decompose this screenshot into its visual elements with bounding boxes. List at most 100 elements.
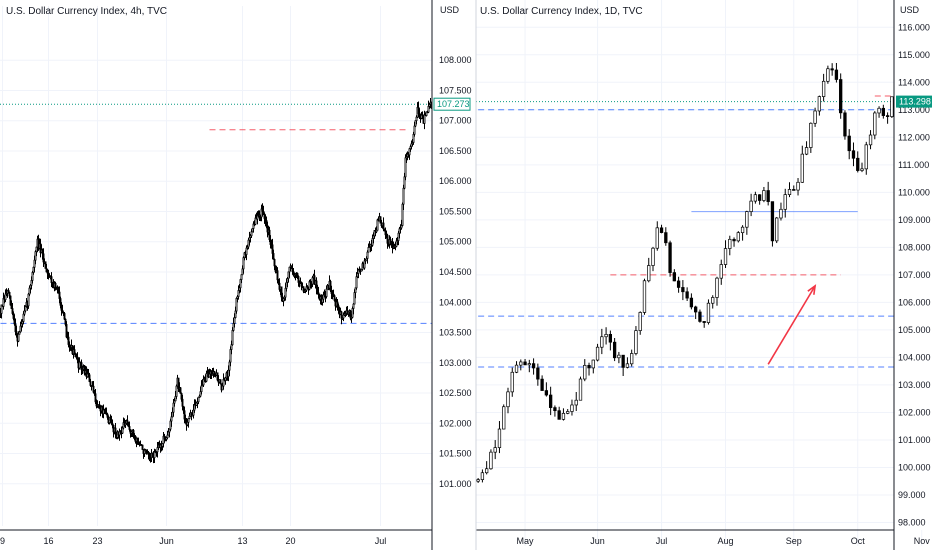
- candle-down: [109, 416, 112, 421]
- candle-down: [531, 363, 536, 369]
- arrow-annotation: [767, 284, 817, 365]
- candle-down: [151, 452, 154, 457]
- candle-down: [698, 311, 702, 322]
- candle-down: [136, 437, 139, 443]
- candle-down: [261, 208, 264, 212]
- candle-up: [245, 247, 248, 255]
- candle-up: [723, 248, 728, 265]
- price-tick-label: 110.000: [898, 187, 930, 197]
- candle-down: [337, 305, 340, 310]
- candle-up: [574, 399, 578, 406]
- chart-pane-4h: U.S. Dollar Currency Index, 4h, TVC USD …: [0, 0, 476, 550]
- candle-up: [404, 157, 407, 178]
- candle-up: [519, 361, 523, 366]
- candle-down: [557, 410, 561, 420]
- candles: [476, 62, 894, 483]
- candle-down: [65, 324, 68, 338]
- candle-down: [74, 353, 77, 358]
- candle-down: [73, 349, 76, 355]
- chart-title-4h: U.S. Dollar Currency Index, 4h, TVC: [6, 6, 167, 17]
- candle-up: [401, 203, 404, 226]
- candle-up: [736, 232, 740, 242]
- candle-up: [740, 226, 745, 234]
- candle-up: [167, 431, 170, 436]
- candle-down: [67, 336, 70, 345]
- price-tick-label: 105.500: [439, 206, 472, 216]
- price-tick-label: 101.000: [439, 479, 472, 489]
- candle-down: [659, 227, 664, 233]
- candle-up: [24, 306, 27, 312]
- candle-down: [856, 157, 860, 171]
- candle-up: [239, 279, 242, 289]
- candle-up: [868, 134, 873, 146]
- candle-down: [792, 189, 796, 191]
- candle-down: [181, 398, 184, 407]
- candle-up: [175, 385, 178, 397]
- price-axis-4h[interactable]: [432, 0, 476, 530]
- candle-up: [252, 223, 255, 229]
- candle-down: [553, 407, 557, 412]
- arrow-shaft[interactable]: [767, 285, 816, 365]
- candle-down: [184, 418, 187, 424]
- candle-down: [89, 381, 92, 386]
- candle-up: [493, 447, 497, 453]
- candle-down: [302, 286, 305, 292]
- candle-down: [830, 68, 834, 71]
- time-tick-label: Jun: [590, 536, 605, 546]
- candle-down: [273, 259, 276, 267]
- grid: [0, 6, 432, 526]
- price-tick-label: 100.000: [898, 462, 931, 472]
- candle-down: [61, 309, 64, 314]
- candle-up: [706, 302, 711, 323]
- candle-down: [340, 311, 343, 319]
- candle-up: [222, 378, 225, 387]
- candle-down: [672, 272, 676, 282]
- horizontal-lines: [476, 95, 894, 368]
- price-tick-label: 101.000: [898, 435, 931, 445]
- candle-up: [372, 235, 375, 239]
- price-tick-label: 111.000: [898, 160, 929, 170]
- candle-up: [600, 336, 604, 348]
- candle-up: [864, 144, 868, 170]
- candle-down: [177, 377, 180, 389]
- candle-up: [195, 402, 198, 406]
- price-axis-1d[interactable]: [894, 0, 932, 530]
- candle-up: [28, 287, 31, 295]
- candle-down: [180, 393, 183, 400]
- candle-up: [197, 396, 200, 403]
- candle-up: [32, 266, 35, 273]
- candle-up: [35, 246, 38, 253]
- candle-up: [19, 325, 22, 333]
- price-tick-label: 114.000: [898, 77, 930, 87]
- time-tick-label: 13: [237, 536, 247, 546]
- candle-up: [287, 271, 290, 279]
- candle-up: [242, 257, 245, 270]
- candle-up: [31, 272, 34, 281]
- candle-down: [128, 426, 131, 430]
- candle-up: [169, 420, 172, 430]
- candle-up: [17, 333, 20, 342]
- candle-down: [587, 364, 591, 369]
- price-tick-label: 101.500: [439, 449, 472, 459]
- candle-down: [148, 453, 151, 458]
- candle-down: [88, 374, 91, 382]
- candle-up: [578, 378, 583, 401]
- candle-up: [604, 334, 608, 338]
- candle-up: [250, 231, 253, 237]
- candle-down: [14, 323, 17, 332]
- candle-down: [141, 444, 144, 450]
- candle-up: [762, 190, 766, 201]
- candle-down: [290, 265, 293, 269]
- candle-down: [621, 354, 625, 368]
- candle-up: [29, 284, 32, 289]
- candle-up: [286, 278, 289, 283]
- candle-up: [231, 330, 234, 346]
- candle-up: [566, 411, 570, 414]
- time-tick-label: Jun: [159, 536, 174, 546]
- candle-up: [353, 292, 356, 305]
- candle-up: [354, 287, 357, 293]
- price-tick-label: 116.000: [898, 22, 930, 32]
- candle-down: [45, 268, 48, 273]
- candle-up: [890, 96, 894, 117]
